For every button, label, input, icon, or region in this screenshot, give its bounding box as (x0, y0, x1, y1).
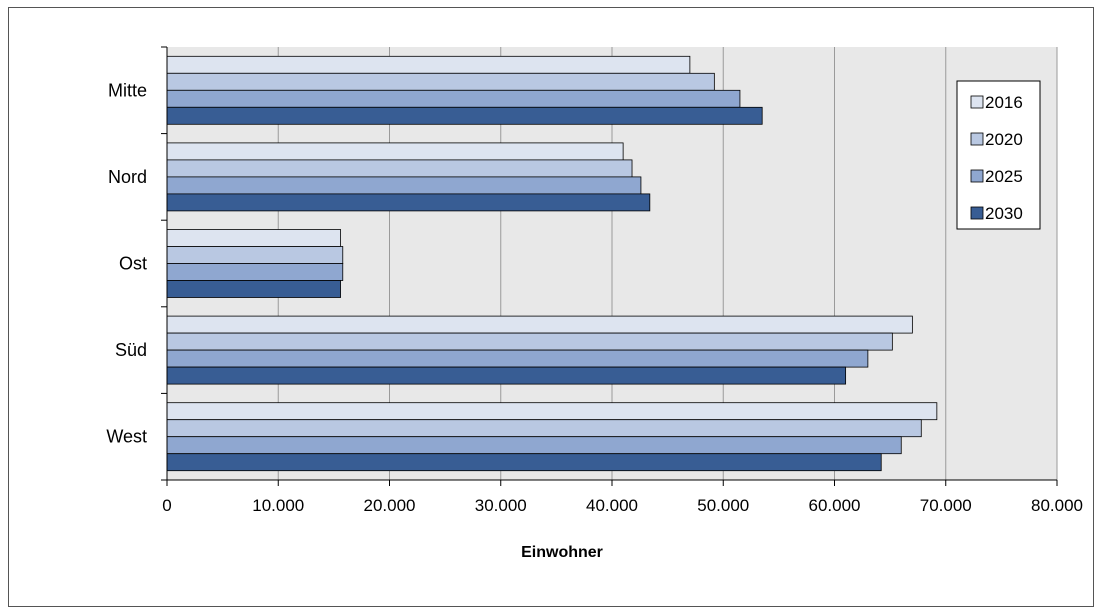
category-label: Ost (119, 254, 147, 274)
x-tick-label: 60.000 (809, 496, 861, 515)
legend-label-2030: 2030 (985, 204, 1023, 223)
bar-süd-2030 (166, 366, 847, 385)
bar-nord-2025 (166, 176, 642, 195)
bar-mitte-2020 (166, 72, 715, 91)
x-tick-label: 50.000 (697, 496, 749, 515)
bar-west-2025 (166, 436, 902, 455)
bar-nord-2016 (166, 142, 624, 161)
x-tick-label: 30.000 (475, 496, 527, 515)
bar-süd-2025 (166, 349, 869, 368)
legend-swatch-2025 (970, 169, 984, 183)
bar-ost-2025 (166, 263, 344, 281)
category-label: Süd (115, 340, 147, 360)
legend-swatch-2020 (970, 132, 984, 146)
legend-swatch-2016 (970, 95, 984, 109)
bar-süd-2020 (166, 332, 893, 351)
bar-mitte-2025 (166, 89, 741, 108)
legend-label-2016: 2016 (985, 93, 1023, 112)
bar-ost-2016 (166, 229, 341, 247)
x-tick-label: 40.000 (586, 496, 638, 515)
x-tick-label: 20.000 (364, 496, 416, 515)
bar-nord-2020 (166, 159, 633, 178)
bar-mitte-2016 (166, 55, 691, 74)
x-tick-label: 80.000 (1031, 496, 1083, 515)
legend-swatch-2030 (970, 206, 984, 220)
bar-mitte-2030 (166, 106, 763, 125)
bar-ost-2030 (166, 280, 341, 298)
bar-nord-2030 (166, 193, 651, 212)
bar-süd-2016 (166, 315, 913, 334)
bar-west-2020 (166, 419, 922, 438)
bar-ost-2020 (166, 246, 344, 264)
category-label: Mitte (108, 80, 147, 100)
x-tick-label: 70.000 (920, 496, 972, 515)
bar-west-2016 (166, 402, 938, 421)
x-tick-label: 10.000 (252, 496, 304, 515)
category-label: Nord (108, 167, 147, 187)
x-tick-label: 0 (162, 496, 171, 515)
legend-label-2025: 2025 (985, 167, 1023, 186)
category-label: West (106, 427, 147, 447)
x-axis-title: Einwohner (521, 544, 603, 561)
bar-west-2030 (166, 453, 882, 472)
legend-label-2020: 2020 (985, 130, 1023, 149)
